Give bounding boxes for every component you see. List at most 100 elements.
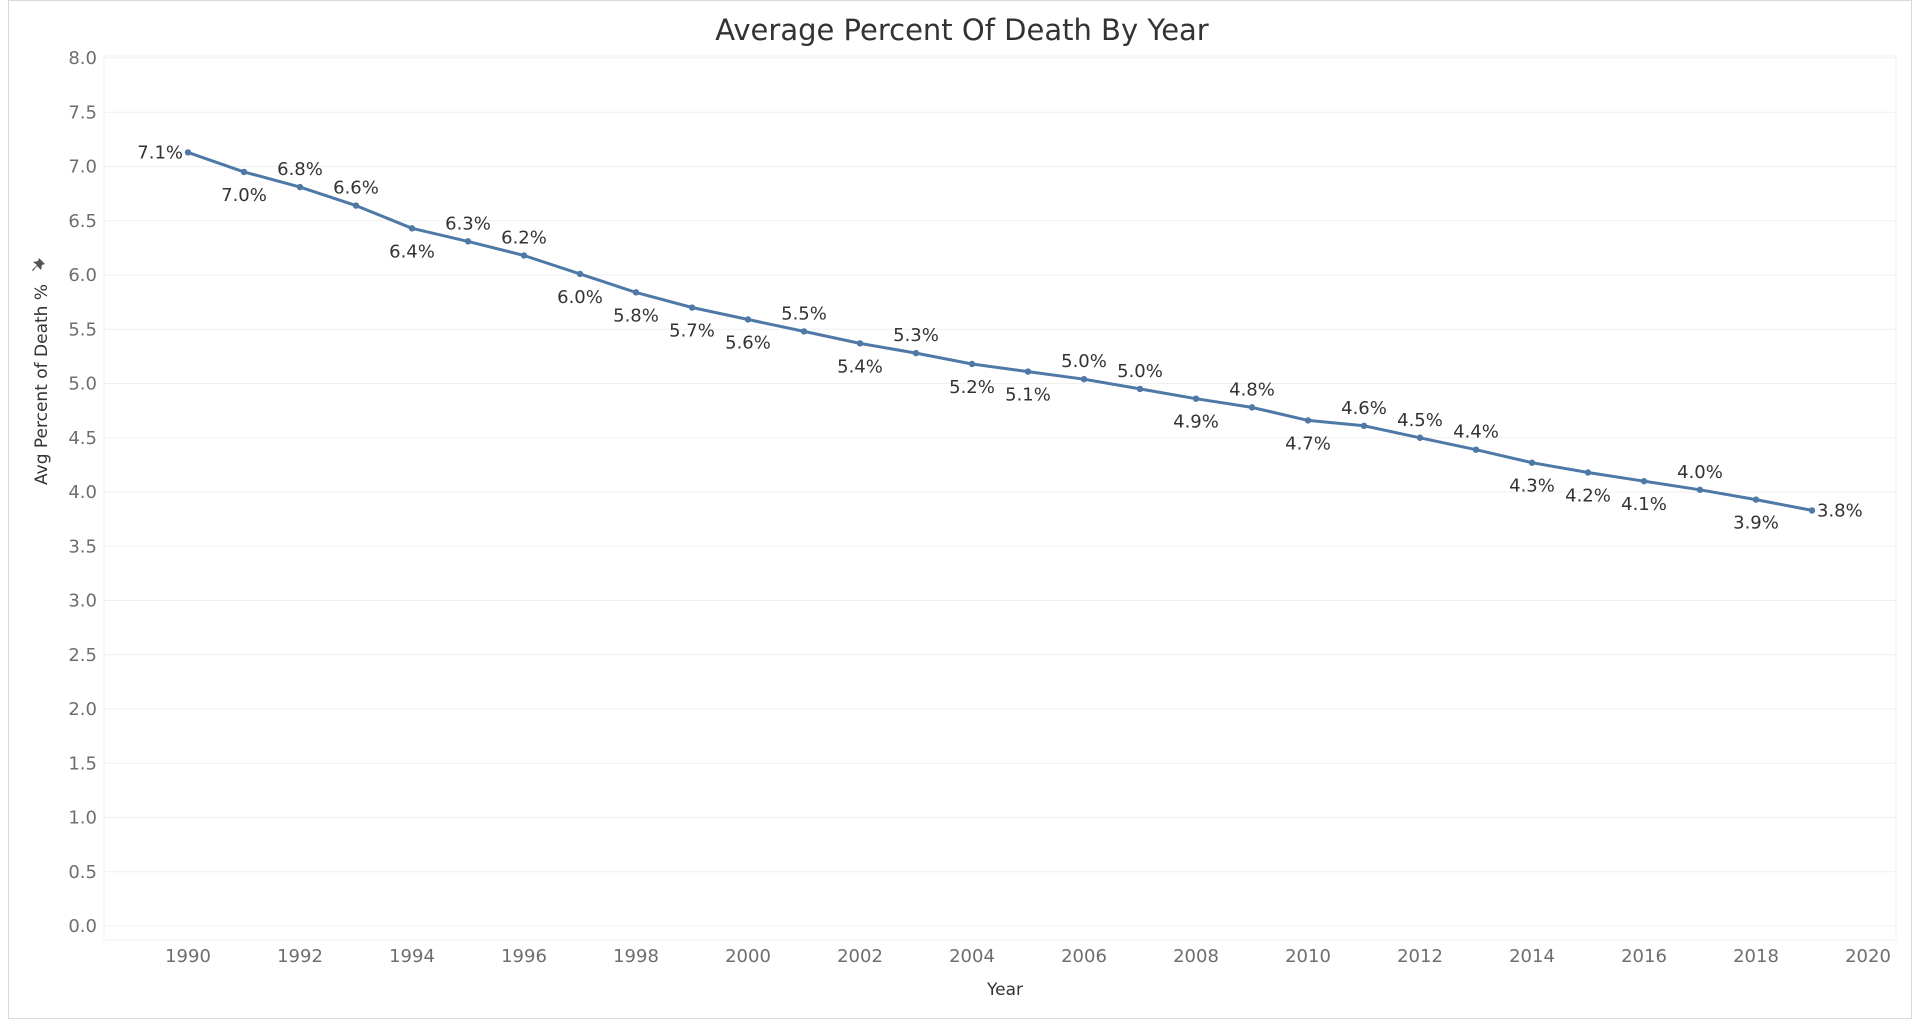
- data-label: 6.8%: [277, 159, 323, 180]
- x-tick-label: 1992: [277, 946, 323, 967]
- data-label: 5.4%: [837, 356, 883, 377]
- x-tick-label: 2008: [1173, 946, 1219, 967]
- data-label: 7.0%: [221, 185, 267, 206]
- data-point[interactable]: [1136, 385, 1144, 393]
- data-point[interactable]: [240, 168, 248, 176]
- y-tick-label: 4.5: [68, 428, 97, 449]
- y-tick-label: 7.0: [68, 157, 97, 178]
- data-point[interactable]: [856, 340, 864, 347]
- data-point[interactable]: [1192, 395, 1200, 402]
- x-tick-label: 2018: [1733, 946, 1779, 967]
- x-tick-label: 1998: [613, 946, 659, 967]
- data-points: [184, 149, 1816, 514]
- data-point[interactable]: [912, 349, 920, 357]
- data-point[interactable]: [1024, 368, 1032, 375]
- y-tick-label: 6.0: [68, 265, 97, 286]
- data-point[interactable]: [296, 183, 304, 191]
- y-tick-label: 7.5: [68, 102, 97, 123]
- data-point[interactable]: [576, 270, 584, 278]
- y-axis-title: Avg Percent of Death %: [32, 284, 52, 485]
- data-label: 4.7%: [1285, 433, 1331, 454]
- y-axis-title-group: Avg Percent of Death %: [32, 258, 52, 485]
- y-tick-label: 3.0: [68, 591, 97, 612]
- data-point[interactable]: [800, 328, 808, 335]
- chart-title: Average Percent Of Death By Year: [715, 13, 1209, 47]
- y-tick-label: 1.5: [68, 753, 97, 774]
- x-tick-label: 2002: [837, 946, 883, 967]
- y-tick-label: 2.5: [68, 645, 97, 666]
- data-label: 5.0%: [1061, 351, 1107, 372]
- data-label: 4.3%: [1509, 476, 1555, 497]
- data-point[interactable]: [1248, 404, 1256, 411]
- data-label: 6.0%: [557, 287, 603, 308]
- data-label: 4.2%: [1565, 485, 1611, 506]
- data-label: 3.9%: [1733, 513, 1779, 534]
- data-point[interactable]: [632, 289, 640, 296]
- data-label: 5.3%: [893, 325, 939, 346]
- data-point[interactable]: [1080, 375, 1088, 383]
- data-label: 4.1%: [1621, 494, 1667, 515]
- data-label: 4.6%: [1341, 398, 1387, 419]
- data-point[interactable]: [1696, 486, 1704, 494]
- data-point[interactable]: [352, 202, 360, 209]
- data-point[interactable]: [408, 225, 416, 232]
- x-tick-label: 1996: [501, 946, 547, 967]
- data-label: 5.2%: [949, 377, 995, 398]
- x-tick-label: 1994: [389, 946, 435, 967]
- data-label: 6.3%: [445, 213, 491, 234]
- data-point[interactable]: [520, 252, 528, 259]
- data-point[interactable]: [1640, 477, 1648, 485]
- x-tick-label: 2012: [1397, 946, 1443, 967]
- y-tick-label: 4.0: [68, 482, 97, 503]
- y-tick-label: 0.5: [68, 862, 97, 883]
- data-point[interactable]: [1304, 417, 1312, 424]
- plot-area-border: [103, 55, 1897, 941]
- pin-icon[interactable]: [32, 258, 45, 271]
- x-tick-label: 1990: [165, 946, 211, 967]
- data-label: 7.1%: [137, 142, 183, 163]
- x-tick-label: 2000: [725, 946, 771, 967]
- y-tick-label: 8.0: [68, 48, 97, 69]
- x-tick-label: 2016: [1621, 946, 1667, 967]
- data-point[interactable]: [968, 360, 976, 368]
- data-label: 4.4%: [1453, 422, 1499, 443]
- data-point[interactable]: [1416, 434, 1424, 441]
- x-tick-label: 2004: [949, 946, 995, 967]
- data-point[interactable]: [1472, 446, 1480, 453]
- data-label: 6.2%: [501, 227, 547, 248]
- data-label: 5.8%: [613, 305, 659, 326]
- x-tick-label: 2006: [1061, 946, 1107, 967]
- chart-frame: [8, 0, 1912, 1019]
- x-tick-label: 2010: [1285, 946, 1331, 967]
- data-label: 6.4%: [389, 241, 435, 262]
- data-labels: 7.1% 7.0% 6.8% 6.6% 6.4% 6.3% 6.2% 6.0% 5.8% 5.7%…: [137, 142, 1862, 533]
- y-tick-label: 6.5: [68, 211, 97, 232]
- data-point[interactable]: [1584, 469, 1592, 476]
- y-tick-label: 3.5: [68, 536, 97, 557]
- data-point[interactable]: [688, 304, 696, 311]
- data-label: 3.8%: [1817, 500, 1863, 521]
- data-label: 4.5%: [1397, 410, 1443, 431]
- data-point[interactable]: [184, 149, 192, 156]
- grid-lines: [103, 55, 1897, 941]
- data-label: 4.0%: [1677, 462, 1723, 483]
- data-label: 5.5%: [781, 303, 827, 324]
- data-point[interactable]: [1360, 422, 1368, 430]
- data-point[interactable]: [744, 316, 752, 323]
- y-tick-label: 5.0: [68, 374, 97, 395]
- data-point[interactable]: [1752, 496, 1760, 503]
- data-point[interactable]: [1528, 459, 1536, 466]
- data-label: 4.8%: [1229, 379, 1275, 400]
- x-axis-title: Year: [986, 980, 1023, 1000]
- y-tick-label: 5.5: [68, 319, 97, 340]
- x-tick-label: 2014: [1509, 946, 1555, 967]
- x-tick-label: 2020: [1845, 946, 1891, 967]
- data-point[interactable]: [464, 238, 472, 245]
- x-axis-ticks: 1990 1992 1994 1996 1998 2000 2002 2004 2006 2008…: [165, 946, 1891, 967]
- data-label: 5.0%: [1117, 361, 1163, 382]
- data-label: 6.6%: [333, 178, 379, 199]
- data-point[interactable]: [1808, 507, 1816, 514]
- y-tick-label: 0.0: [68, 916, 97, 937]
- data-label: 5.7%: [669, 321, 715, 342]
